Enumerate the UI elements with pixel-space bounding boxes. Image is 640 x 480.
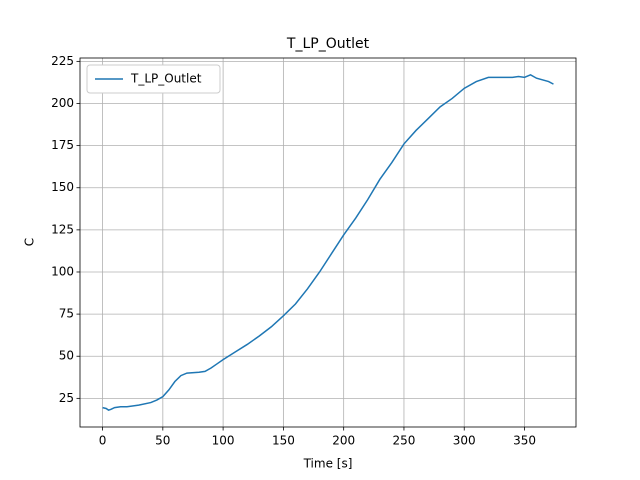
y-axis-label: C [23,238,37,246]
x-axis-label: Time [s] [303,457,353,471]
y-tick-label: 125 [51,222,74,236]
x-tick-label: 0 [99,434,107,448]
x-tick-label: 300 [453,434,476,448]
y-tick-label: 75 [59,307,74,321]
axes-frame [79,57,577,428]
y-tick-label: 100 [51,264,74,278]
line [102,74,554,411]
y-tick-label: 225 [51,54,74,68]
x-tick-label: 50 [155,434,170,448]
legend-box [86,64,221,94]
y-tick-label: 25 [59,391,74,405]
x-tick-label: 350 [513,434,536,448]
x-tick-label: 200 [332,434,355,448]
chart-title: T_LP_Outlet [286,36,370,52]
x-tick-label: 100 [212,434,235,448]
x-tick-label: 250 [393,434,416,448]
legend-label: T_LP_Outlet [130,72,202,86]
y-tick-label: 200 [51,96,74,110]
y-tick-label: 50 [59,349,74,363]
y-tick-label: 175 [51,138,74,152]
x-tick-label: 150 [272,434,295,448]
y-tick-label: 150 [51,180,74,194]
